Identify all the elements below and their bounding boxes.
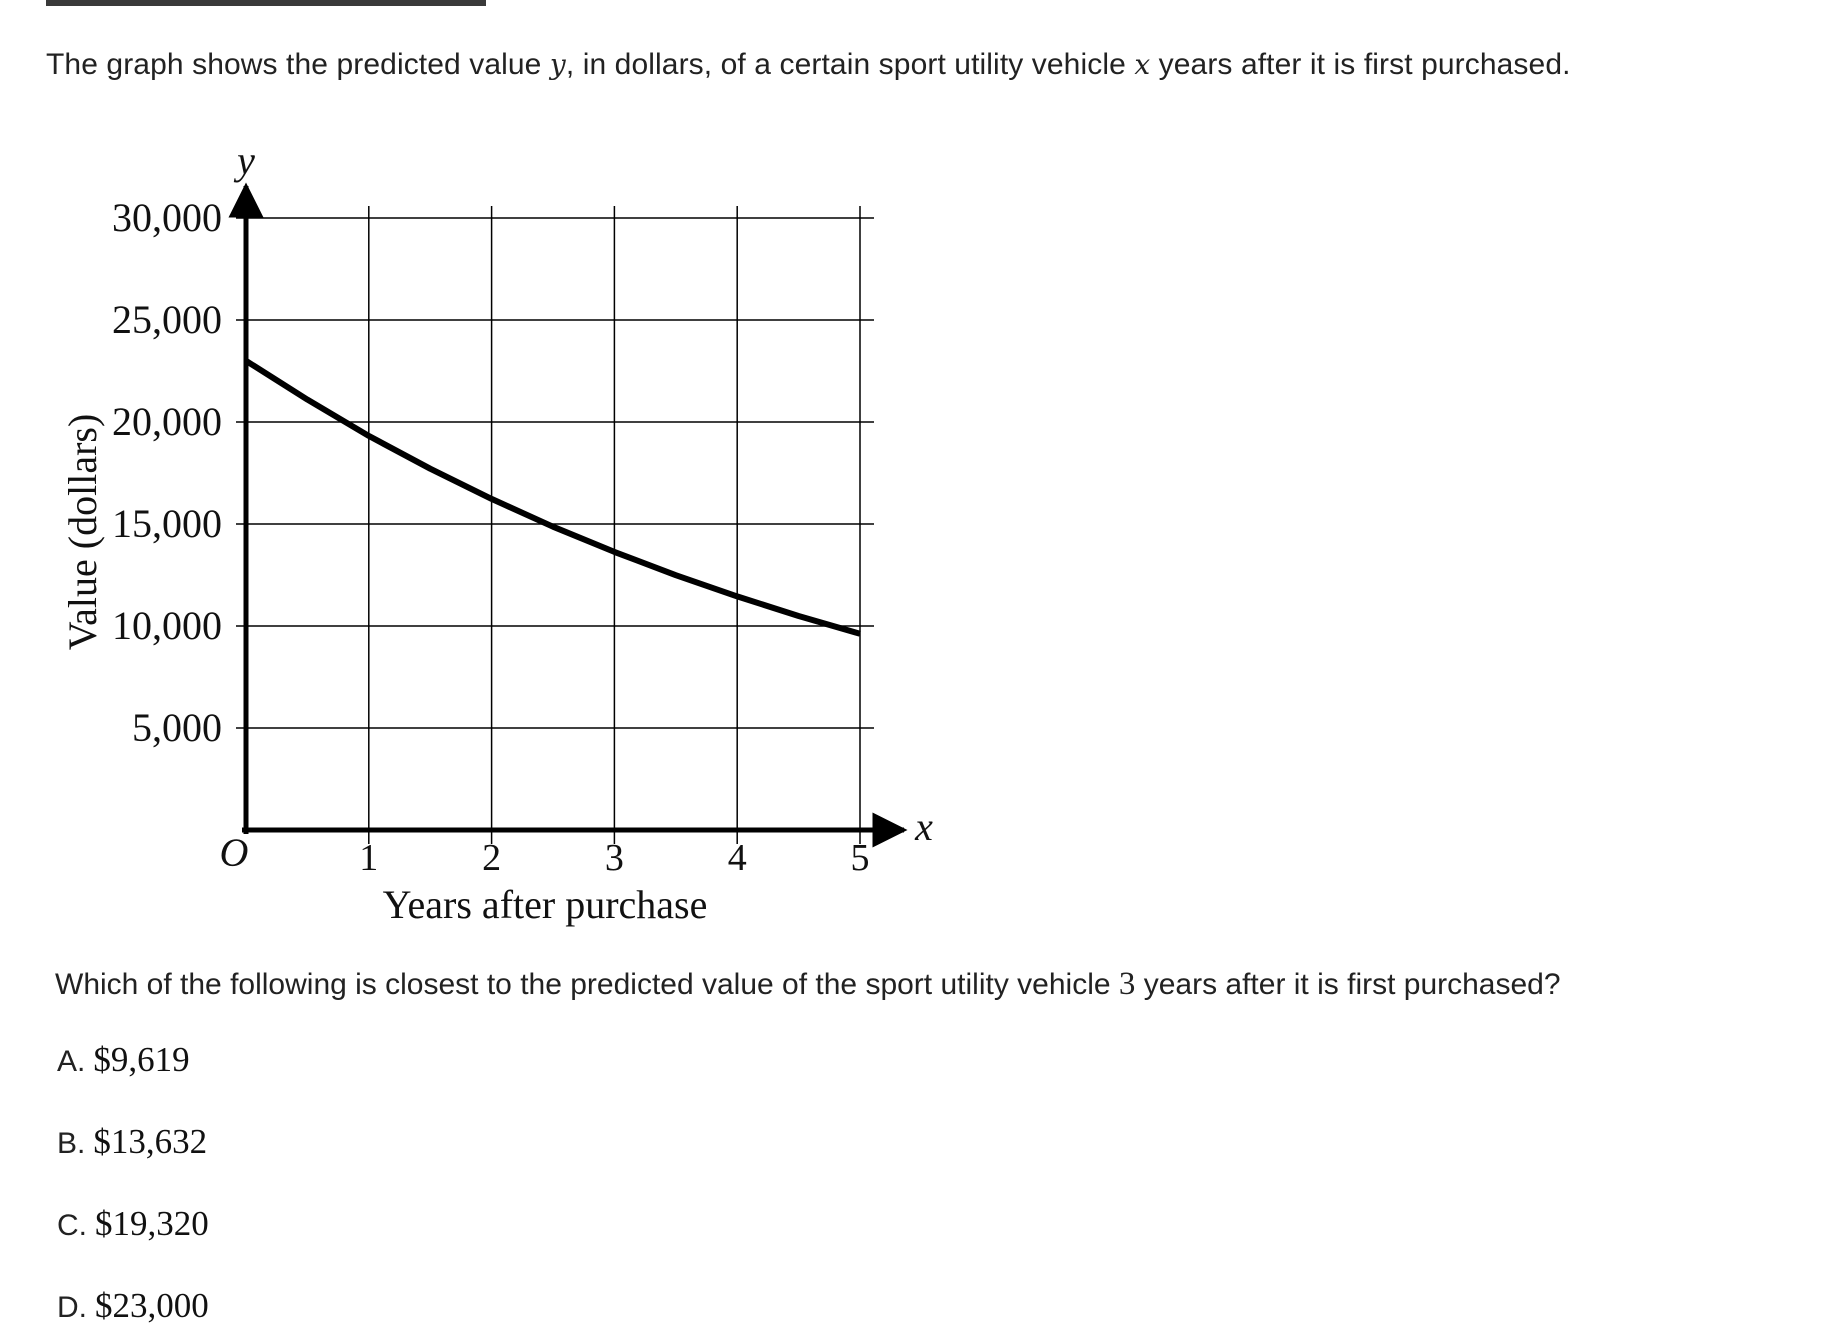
- chart-container: 5,000 10,000 15,000 20,000 25,000 30,000 1 2 3 4 5…: [0, 130, 960, 950]
- series-line: [244, 358, 861, 637]
- x-tick-label: 3: [605, 837, 624, 879]
- y-axis-title: Value (dollars): [60, 414, 105, 651]
- choice-d[interactable]: D. $23,000: [57, 1286, 209, 1326]
- choice-c-letter: C.: [57, 1209, 87, 1242]
- choice-b-value: $13,632: [93, 1122, 208, 1161]
- x-tick-label: 1: [359, 837, 378, 879]
- y-tick-label: 5,000: [132, 705, 222, 750]
- choice-d-letter: D.: [57, 1291, 87, 1324]
- top-divider-bar: [46, 0, 486, 6]
- choice-c[interactable]: C. $19,320: [57, 1204, 209, 1244]
- choice-b[interactable]: B. $13,632: [57, 1122, 207, 1162]
- intro-var-x: x: [1134, 48, 1151, 81]
- question-prompt: Which of the following is closest to the…: [55, 966, 1561, 1003]
- y-tick-label: 10,000: [112, 603, 222, 648]
- x-axis-title: Years after purchase: [383, 882, 708, 927]
- y-tick-label: 15,000: [112, 501, 222, 546]
- choice-a-letter: A.: [57, 1045, 86, 1078]
- intro-text-a: The graph shows the predicted value: [46, 48, 550, 81]
- y-tick-label: 25,000: [112, 297, 222, 342]
- prompt-text-a: Which of the following is closest to the…: [55, 968, 1119, 1001]
- choice-a[interactable]: A. $9,619: [57, 1040, 190, 1080]
- labels-layer: 5,000 10,000 15,000 20,000 25,000 30,000 1 2 3 4 5…: [60, 138, 933, 927]
- prompt-text-b: years after it is first purchased?: [1135, 968, 1561, 1001]
- axes-layer: [228, 182, 908, 848]
- y-tick-label: 30,000: [112, 195, 222, 240]
- curve-layer: [244, 358, 861, 637]
- choice-a-value: $9,619: [93, 1040, 190, 1079]
- x-tick-label: 4: [728, 837, 747, 879]
- question-intro: The graph shows the predicted value y, i…: [46, 48, 1571, 82]
- prompt-number: 3: [1118, 966, 1136, 1002]
- intro-var-y: y: [549, 48, 566, 81]
- value-chart: 5,000 10,000 15,000 20,000 25,000 30,000 1 2 3 4 5…: [60, 138, 933, 927]
- origin-label: O: [220, 830, 249, 875]
- x-axis-variable-label: x: [914, 804, 933, 849]
- x-tick-label: 2: [482, 837, 501, 879]
- intro-text-c: years after it is first purchased.: [1150, 48, 1571, 81]
- y-axis-variable-label: y: [233, 138, 255, 183]
- y-tick-label: 20,000: [112, 399, 222, 444]
- intro-text-b: , in dollars, of a certain sport utility…: [565, 48, 1135, 81]
- choice-c-value: $19,320: [95, 1204, 209, 1243]
- choice-d-value: $23,000: [95, 1286, 209, 1325]
- grid-layer: [236, 206, 874, 844]
- x-tick-label: 5: [851, 837, 870, 879]
- choice-b-letter: B.: [57, 1127, 86, 1160]
